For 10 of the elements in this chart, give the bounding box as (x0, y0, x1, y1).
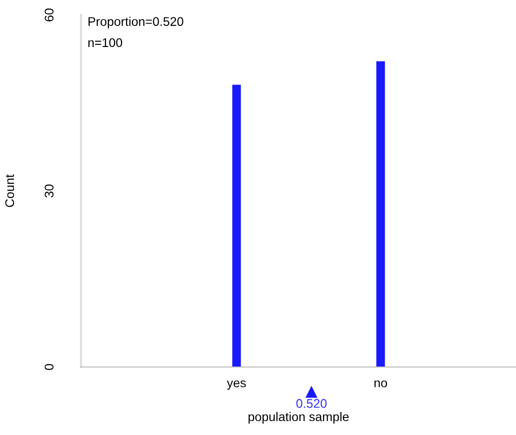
annotation: Proportion=0.520 (88, 16, 184, 28)
annotation: n=100 (88, 38, 122, 48)
x-tick-label: no (374, 380, 388, 388)
y-tick-label: 60 (44, 8, 54, 22)
x-tick-label: yes (226, 380, 246, 390)
text: 0.520 (296, 399, 327, 408)
y-tick-label: 0 (44, 364, 54, 370)
x-axis-title: population sample (248, 412, 349, 424)
y-tick-label: 30 (44, 184, 54, 198)
y-axis-title: Count (5, 174, 14, 208)
